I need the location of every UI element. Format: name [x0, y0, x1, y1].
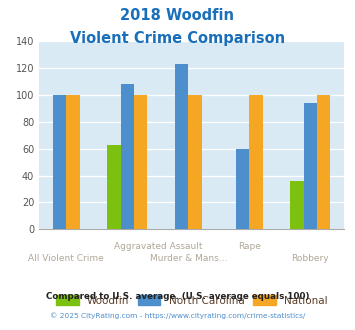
Bar	[189, 95, 202, 229]
Text: Murder & Mans...: Murder & Mans...	[150, 254, 227, 263]
Bar	[134, 95, 147, 229]
Bar	[175, 64, 189, 229]
Bar	[66, 95, 80, 229]
Text: Compared to U.S. average. (U.S. average equals 100): Compared to U.S. average. (U.S. average …	[46, 292, 309, 301]
Text: Robbery: Robbery	[291, 254, 329, 263]
Text: Violent Crime Comparison: Violent Crime Comparison	[70, 31, 285, 46]
Text: Rape: Rape	[238, 242, 261, 251]
Bar	[290, 181, 304, 229]
Bar	[107, 145, 121, 229]
Text: 2018 Woodfin: 2018 Woodfin	[120, 8, 235, 23]
Bar	[53, 95, 66, 229]
Text: © 2025 CityRating.com - https://www.cityrating.com/crime-statistics/: © 2025 CityRating.com - https://www.city…	[50, 312, 305, 318]
Bar	[236, 149, 249, 229]
Text: Aggravated Assault: Aggravated Assault	[114, 242, 202, 251]
Legend: Woodfin, North Carolina, National: Woodfin, North Carolina, National	[51, 291, 332, 310]
Bar	[317, 95, 331, 229]
Bar	[304, 103, 317, 229]
Bar	[121, 84, 134, 229]
Text: All Violent Crime: All Violent Crime	[28, 254, 104, 263]
Bar	[249, 95, 263, 229]
